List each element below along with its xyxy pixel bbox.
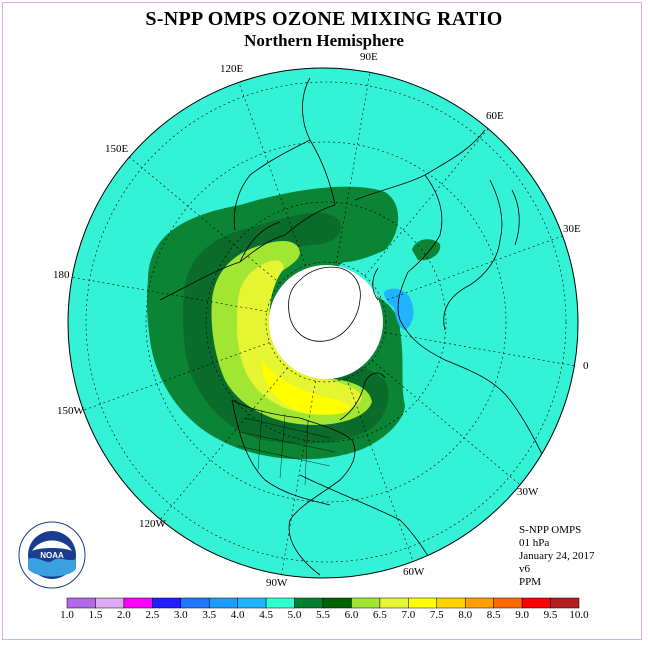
meridian-line xyxy=(152,367,288,530)
lon-label-30e: 30E xyxy=(563,223,581,235)
colorbar-swatch xyxy=(408,597,438,609)
colorbar-swatch xyxy=(436,597,466,609)
colorbar-swatch xyxy=(66,597,96,609)
colorbar-tick-label: 6.0 xyxy=(344,609,359,621)
colorbar-tick-label: 5.0 xyxy=(287,609,302,621)
meridian-line xyxy=(233,68,306,266)
colorbar xyxy=(66,597,580,609)
lon-label-90e: 90E xyxy=(360,51,378,63)
colorbar-tick-label: 6.5 xyxy=(373,609,387,621)
colorbar-swatch xyxy=(180,597,210,609)
meridian-line xyxy=(278,381,316,578)
colorbar-swatch xyxy=(123,597,153,609)
colorbar-tick-label: 4.5 xyxy=(259,609,273,621)
lon-label-120e: 120E xyxy=(220,63,244,75)
meridian-line xyxy=(371,360,534,496)
svg-text:NOAA: NOAA xyxy=(40,551,64,560)
lon-label-0: 0 xyxy=(583,360,589,372)
colorbar-tick-label: 1.0 xyxy=(60,609,74,621)
colorbar-swatch xyxy=(237,597,267,609)
meridian-line xyxy=(68,274,267,312)
colorbar-tick-label: 5.5 xyxy=(316,609,330,621)
colorbar-tick-label: 1.5 xyxy=(88,609,103,621)
colorbar-tick-label: 9.0 xyxy=(515,609,529,621)
map-title: S-NPP OMPS OZONE MIXING RATIO xyxy=(145,8,503,30)
state-borders xyxy=(237,409,336,486)
colorbar-tick-label: 2.0 xyxy=(117,609,131,621)
colorbar-swatch xyxy=(550,597,580,609)
colorbar-swatch xyxy=(152,597,182,609)
colorbar-swatch xyxy=(322,597,352,609)
lon-label-180: 180 xyxy=(53,269,70,281)
info-instrument: S-NPP OMPS xyxy=(519,524,582,536)
colorbar-swatch xyxy=(208,597,238,609)
lon-label-150e: 150E xyxy=(105,143,129,155)
colorbar-swatch xyxy=(521,597,551,609)
meridian-line xyxy=(385,332,578,370)
colorbar-swatch xyxy=(265,597,295,609)
graticule xyxy=(85,81,567,563)
lon-label-90w: 90W xyxy=(266,577,288,589)
colorbar-tick-label: 7.0 xyxy=(401,609,416,621)
colorbar-swatch xyxy=(294,597,324,609)
info-date: January 24, 2017 xyxy=(519,550,595,562)
polar-night-region xyxy=(269,265,383,379)
map-subtitle: Northern Hemisphere xyxy=(244,31,404,50)
colorbar-tick-label: 4.0 xyxy=(230,609,245,621)
noaa-logo-icon: NOAA xyxy=(18,521,86,589)
lon-label-60w: 60W xyxy=(403,566,425,578)
meridian-line xyxy=(72,342,270,415)
ozone-band-7.5 xyxy=(262,360,351,415)
meridian-line xyxy=(364,114,500,277)
coastlines xyxy=(159,77,546,576)
map-border xyxy=(67,67,579,579)
colorbar-tick-label: 7.5 xyxy=(429,609,444,621)
colorbar-tick-label: 3.5 xyxy=(202,609,217,621)
lon-label-30w: 30W xyxy=(517,486,539,498)
info-version: v6 xyxy=(519,563,530,575)
colorbar-tick-label: 2.5 xyxy=(145,609,160,621)
ozone-blob-norway xyxy=(412,239,441,261)
colorbar-tick-label: 9.5 xyxy=(543,609,558,621)
colorbar-swatch xyxy=(351,597,381,609)
colorbar-tick-label: 3.0 xyxy=(173,609,188,621)
lon-label-150w: 150W xyxy=(57,405,84,417)
meridian-line xyxy=(346,378,419,576)
colorbar-swatch xyxy=(95,597,125,609)
colorbar-tick-label: 8.0 xyxy=(458,609,473,621)
info-pressure: 01 hPa xyxy=(519,537,550,549)
lon-label-120w: 120W xyxy=(139,518,166,530)
colorbar-swatch xyxy=(379,597,409,609)
meridian-line xyxy=(336,68,374,263)
colorbar-tick-label: 8.5 xyxy=(486,609,501,621)
meridians xyxy=(68,68,578,578)
ozone-low-europe xyxy=(384,288,414,330)
meridian-line xyxy=(382,229,578,302)
lon-label-60e: 60E xyxy=(486,110,504,122)
colorbar-swatch xyxy=(493,597,523,609)
info-block: S-NPP OMPS 01 hPa January 24, 2017 v6 PP… xyxy=(519,524,594,589)
figure-frame xyxy=(2,2,642,640)
info-units: PPM xyxy=(519,576,542,588)
meridian-line xyxy=(118,148,281,284)
colorbar-swatch xyxy=(464,597,494,609)
colorbar-tick-label: 10.0 xyxy=(569,609,589,621)
